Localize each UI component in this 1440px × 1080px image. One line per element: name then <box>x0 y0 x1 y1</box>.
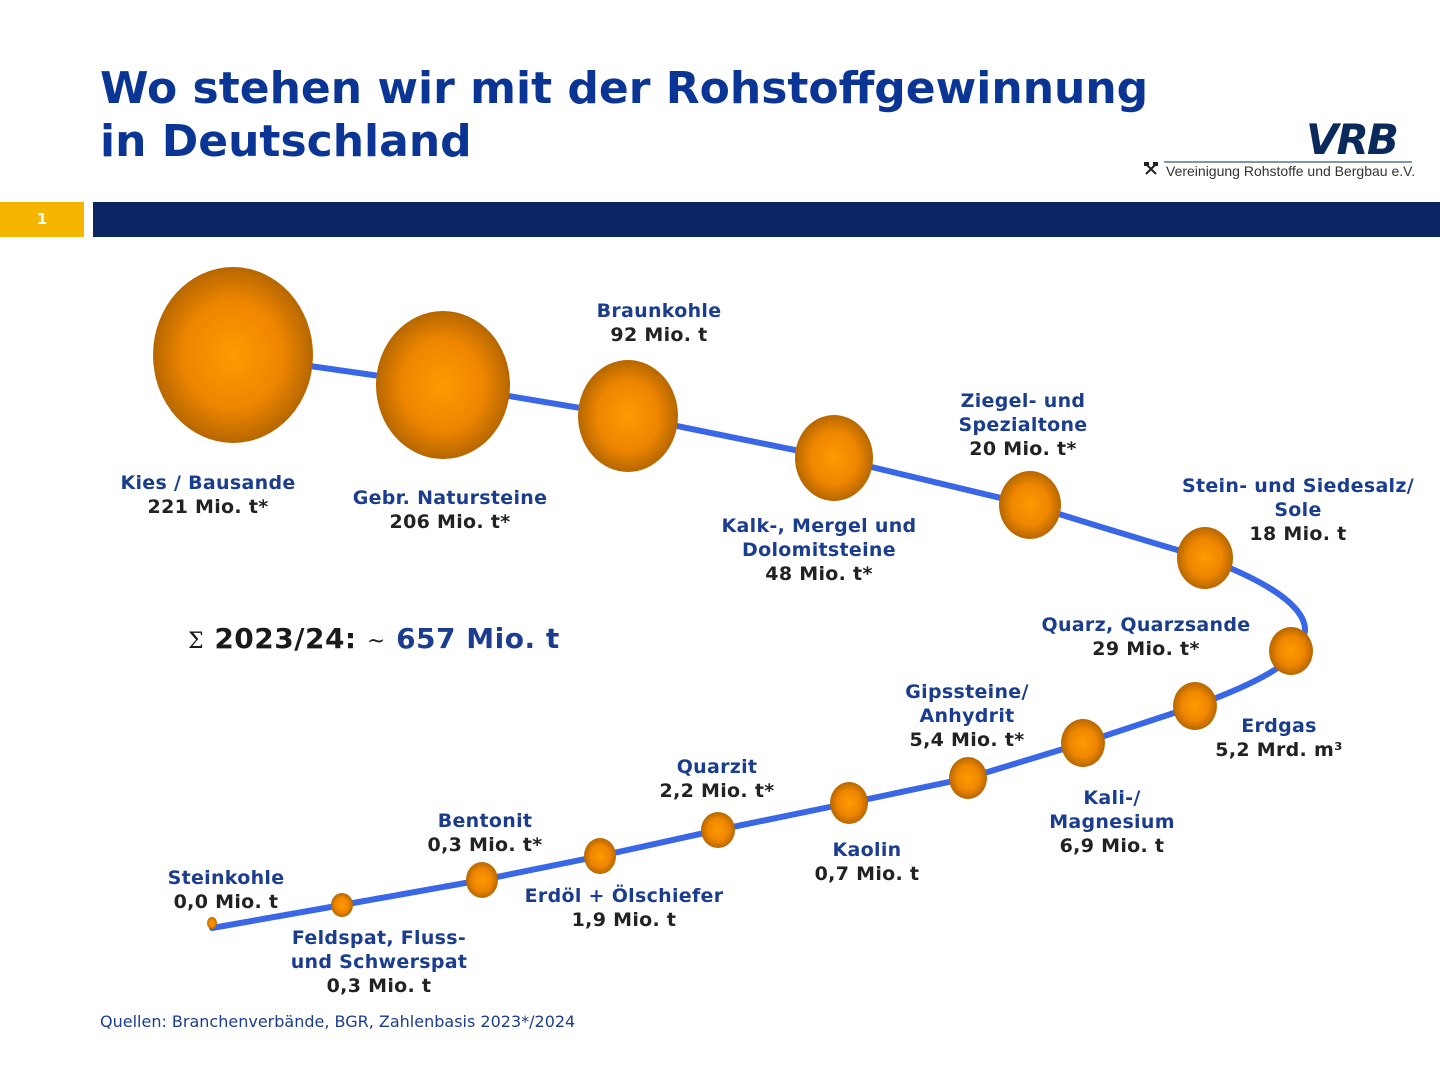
resource-bubble <box>830 782 868 824</box>
resource-label: Feldspat, Fluss-und Schwerspat 0,3 Mio. t <box>229 926 529 998</box>
resource-name: Stein- und Siedesalz/ <box>1182 475 1414 497</box>
resource-name: Kies / Bausande <box>120 472 296 494</box>
organization-name: Vereinigung Rohstoffe und Bergbau e.V. <box>1166 163 1416 179</box>
resource-name: Braunkohle <box>596 300 722 322</box>
summary-value: 657 Mio. t <box>396 622 560 655</box>
resource-label: Kalk-, Mergel und Dolomitsteine 48 Mio. t* <box>669 514 969 586</box>
resource-name: Quarzit <box>676 756 758 778</box>
resource-bubble <box>207 917 217 929</box>
resource-name: Kaolin <box>832 839 902 861</box>
approx-symbol: ~ <box>366 629 386 654</box>
resource-bubble <box>1173 682 1217 730</box>
resource-value: 0,7 Mio. t <box>814 863 920 885</box>
resource-bubble <box>466 862 498 898</box>
resource-label: Bentonit 0,3 Mio. t* <box>335 809 635 857</box>
resource-name: Dolomitsteine <box>742 539 896 561</box>
resource-bubble <box>1177 527 1233 589</box>
resource-name: Feldspat, Fluss- <box>291 927 467 949</box>
resource-bubble <box>331 893 353 917</box>
resource-label: Erdgas 5,2 Mrd. m³ <box>1129 714 1429 762</box>
resource-name: Gebr. Natursteine <box>352 487 548 509</box>
resource-name: Kali-/ <box>1083 787 1141 809</box>
resource-value: 5,4 Mio. t* <box>909 729 1025 751</box>
resource-label: Kies / Bausande 221 Mio. t* <box>58 471 358 519</box>
resource-name: Spezialtone <box>958 414 1088 436</box>
resource-name: Magnesium <box>1049 811 1175 833</box>
resource-label: Quarz, Quarzsande 29 Mio. t* <box>996 613 1296 661</box>
resource-label: Gipssteine/Anhydrit 5,4 Mio. t* <box>817 680 1117 752</box>
resource-name: Gipssteine/ <box>905 681 1029 703</box>
resource-label: Kali-/Magnesium 6,9 Mio. t <box>962 786 1262 858</box>
resource-value: 20 Mio. t* <box>969 438 1077 460</box>
logo-mark: VRB <box>1306 116 1397 164</box>
resource-value: 92 Mio. t <box>610 324 708 346</box>
vrb-logo: VRB <box>1144 116 1412 175</box>
resource-value: 221 Mio. t* <box>147 496 269 518</box>
resource-bubble <box>1061 719 1105 767</box>
resource-label: Stein- und Siedesalz/Sole 18 Mio. t <box>1148 474 1440 546</box>
resource-label: Erdöl + Ölschiefer 1,9 Mio. t <box>474 884 774 932</box>
resource-value: 2,2 Mio. t* <box>659 780 775 802</box>
resource-value: 0,3 Mio. t* <box>427 834 543 856</box>
resource-bubble <box>153 267 313 443</box>
resource-label: Gebr. Natursteine 206 Mio. t* <box>300 486 600 534</box>
resource-name: Erdgas <box>1241 715 1317 737</box>
resource-name: und Schwerspat <box>290 951 468 973</box>
resource-bubble <box>376 311 510 459</box>
resource-label: Braunkohle 92 Mio. t <box>509 299 809 347</box>
title-line-1: Wo stehen wir mit der Rohstoffgewinnung <box>100 63 1149 114</box>
resource-value: 18 Mio. t <box>1249 523 1347 545</box>
resource-value: 6,9 Mio. t <box>1059 835 1165 857</box>
resource-bubble <box>999 471 1061 539</box>
resource-value: 0,0 Mio. t <box>173 891 279 913</box>
resource-bubble <box>584 838 616 874</box>
resource-name: Quarz, Quarzsande <box>1041 614 1251 636</box>
resource-value: 206 Mio. t* <box>389 511 511 533</box>
summary-year: 2023/24: <box>214 622 357 655</box>
resource-value: 5,2 Mrd. m³ <box>1215 739 1343 761</box>
resource-value: 48 Mio. t* <box>765 563 873 585</box>
resource-name: Steinkohle <box>167 867 285 889</box>
header-bar <box>93 202 1440 237</box>
resource-value: 1,9 Mio. t <box>571 909 677 931</box>
resource-value: 0,3 Mio. t <box>326 975 432 997</box>
sigma-symbol: Σ <box>188 629 205 654</box>
resource-bubble <box>795 415 873 501</box>
source-note: Quellen: Branchenverbände, BGR, Zahlenba… <box>100 1012 576 1031</box>
resource-label: Ziegel- und Spezialtone 20 Mio. t* <box>873 389 1173 461</box>
resource-bubble <box>578 360 678 472</box>
resource-name: Erdöl + Ölschiefer <box>524 885 724 907</box>
title-line-2: in Deutschland <box>100 116 472 167</box>
resource-name: Anhydrit <box>919 705 1015 727</box>
resource-bubble <box>701 812 735 848</box>
resource-label: Quarzit 2,2 Mio. t* <box>567 755 867 803</box>
resource-label: Steinkohle 0,0 Mio. t <box>76 866 376 914</box>
resource-bubble <box>1269 627 1313 675</box>
resource-name: Ziegel- und <box>960 390 1086 412</box>
hammer-pick-icon <box>1144 162 1158 175</box>
resource-name: Bentonit <box>437 810 533 832</box>
resource-label: Kaolin 0,7 Mio. t <box>717 838 1017 886</box>
slide-number: 1 <box>0 202 84 237</box>
resource-name: Kalk-, Mergel und <box>721 515 917 537</box>
resource-bubble <box>949 757 987 799</box>
resource-value: 29 Mio. t* <box>1092 638 1200 660</box>
total-summary: Σ 2023/24: ~ 657 Mio. t <box>188 622 560 655</box>
resource-name: Sole <box>1274 499 1322 521</box>
page-title: Wo stehen wir mit der Rohstoffgewinnung … <box>100 62 1148 168</box>
